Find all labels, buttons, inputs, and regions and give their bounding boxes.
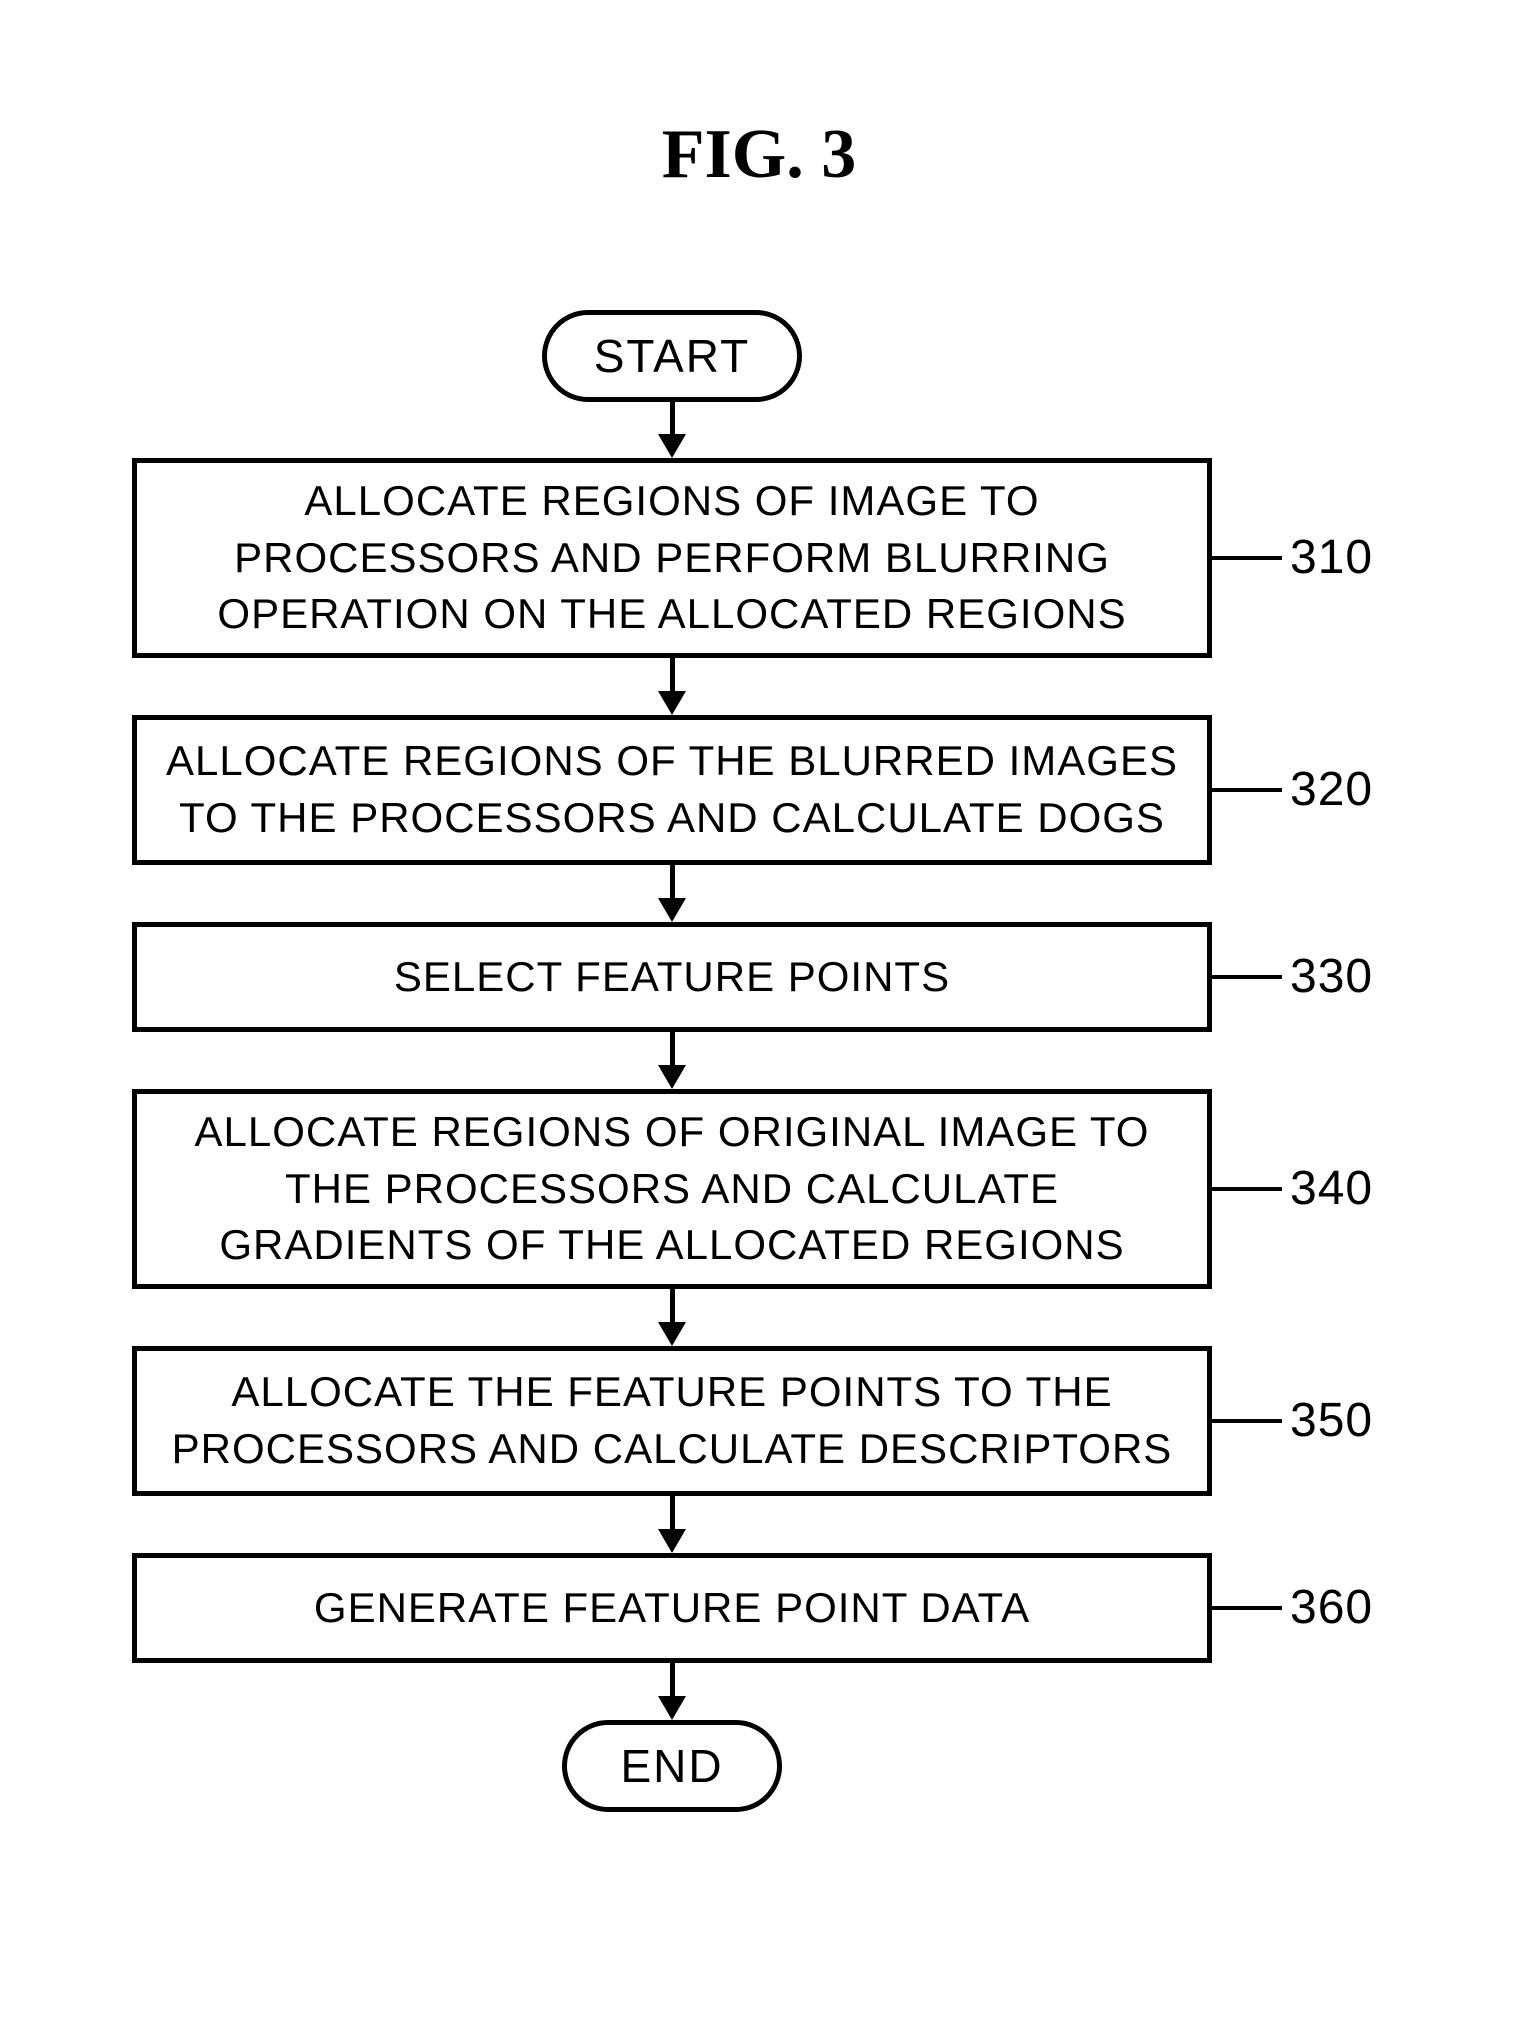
arrow-line [670, 1289, 675, 1324]
process-box-340: ALLOCATE REGIONS OF ORIGINAL IMAGE TO TH… [132, 1089, 1212, 1289]
step-label-350: 350 [1290, 1393, 1373, 1448]
start-label: START [594, 329, 751, 383]
process-text: GENERATE FEATURE POINT DATA [314, 1580, 1030, 1637]
process-text: ALLOCATE REGIONS OF ORIGINAL IMAGE TO TH… [157, 1104, 1187, 1274]
step-label-310: 310 [1290, 530, 1373, 585]
process-box-350: ALLOCATE THE FEATURE POINTS TO THE PROCE… [132, 1346, 1212, 1496]
label-connector [1212, 975, 1282, 979]
end-terminal: END [562, 1720, 782, 1812]
arrow-head [658, 1696, 686, 1720]
figure-title: FIG. 3 [0, 115, 1518, 195]
arrow-head [658, 434, 686, 458]
process-box-310: ALLOCATE REGIONS OF IMAGE TO PROCESSORS … [132, 458, 1212, 658]
step-label-320: 320 [1290, 762, 1373, 817]
process-box-320: ALLOCATE REGIONS OF THE BLURRED IMAGES T… [132, 715, 1212, 865]
label-connector [1212, 1606, 1282, 1610]
process-box-330: SELECT FEATURE POINTS [132, 922, 1212, 1032]
arrow-line [670, 865, 675, 900]
process-text: ALLOCATE THE FEATURE POINTS TO THE PROCE… [157, 1364, 1187, 1477]
arrow-head [658, 898, 686, 922]
label-connector [1212, 788, 1282, 792]
label-connector [1212, 1419, 1282, 1423]
step-label-330: 330 [1290, 949, 1373, 1004]
arrow-line [670, 402, 675, 436]
arrow-head [658, 691, 686, 715]
arrow-line [670, 1032, 675, 1067]
process-box-360: GENERATE FEATURE POINT DATA [132, 1553, 1212, 1663]
step-label-360: 360 [1290, 1580, 1373, 1635]
arrow-head [658, 1529, 686, 1553]
arrow-line [670, 1496, 675, 1531]
label-connector [1212, 1187, 1282, 1191]
process-text: SELECT FEATURE POINTS [394, 949, 950, 1006]
step-label-340: 340 [1290, 1161, 1373, 1216]
arrow-head [658, 1322, 686, 1346]
label-connector [1212, 556, 1282, 560]
process-text: ALLOCATE REGIONS OF IMAGE TO PROCESSORS … [157, 473, 1187, 643]
start-terminal: START [542, 310, 802, 402]
end-label: END [620, 1739, 723, 1793]
arrow-line [670, 658, 675, 693]
arrow-head [658, 1065, 686, 1089]
arrow-line [670, 1663, 675, 1698]
process-text: ALLOCATE REGIONS OF THE BLURRED IMAGES T… [157, 733, 1187, 846]
